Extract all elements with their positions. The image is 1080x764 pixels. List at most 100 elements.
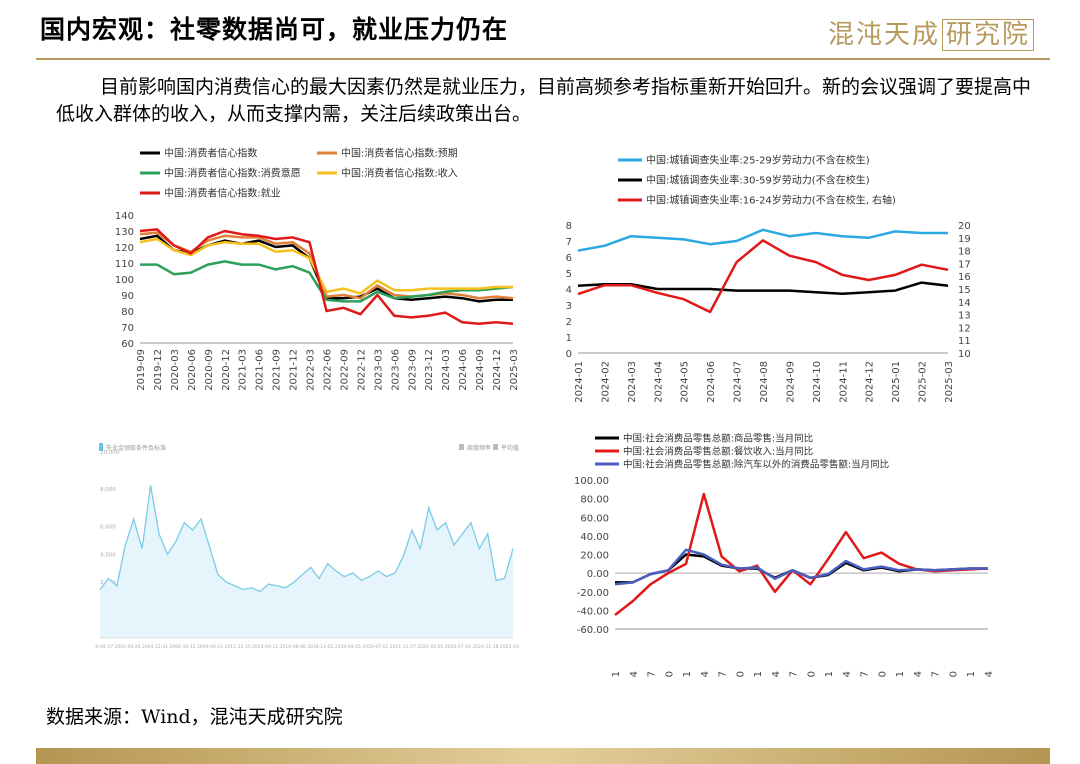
legend-label: 中国:消费者信心指数:预期 [341, 147, 458, 160]
x-tick-label: 2024-08 [759, 361, 770, 403]
x-tick-label: 2022-07 [789, 671, 800, 678]
x-tick-label: 2016-08-08 [280, 644, 306, 650]
x-tick-label: 2020-03 [170, 349, 181, 390]
x-tick-label: 2024-03 [627, 361, 638, 403]
x-tick-label: 2023-09 [407, 349, 418, 390]
page-title: 国内宏观：社零数据尚可，就业压力仍在 [40, 15, 509, 44]
x-tick-label: 2024-04 [913, 671, 924, 678]
y-tick-label: 10,000 [100, 450, 120, 456]
series-line [614, 492, 989, 616]
x-tick-label: 2021-11-27 [390, 644, 416, 650]
series-line [139, 237, 513, 295]
x-tick-label: 2022-06 [323, 349, 334, 390]
x-tick-label: 2021-06 [255, 349, 266, 390]
x-tick-label: 2023-10 [877, 671, 888, 678]
legend-label: 中国:消费者信心指数:消费意愿 [164, 167, 301, 180]
y-tick-label: -20.00 [577, 588, 609, 599]
x-tick-label: 2025-03 [944, 361, 955, 403]
x-tick-label: 2025-01 [966, 671, 977, 678]
legend-label: 中国:消费者信心指数:收入 [341, 167, 458, 180]
legend-label: 中国:消费者信心指数 [164, 147, 257, 160]
x-tick-label: 2024-10 [948, 671, 959, 678]
y-tick-label: 0 [566, 349, 572, 360]
x-tick-label: 2024-03 [441, 349, 452, 390]
x-tick-label: 2021-04 [700, 671, 711, 678]
x-tick-label: 2023-06 [390, 349, 401, 390]
x-tick-label: 2020-06 [187, 349, 198, 390]
x-tick-label: 2025-03-19 [500, 644, 520, 650]
y-tick-label: 40.00 [580, 532, 609, 543]
legend-swatch [459, 444, 464, 450]
x-tick-label: 2024-12 [492, 349, 503, 390]
x-tick-label: 2024-10 [812, 361, 823, 403]
y2-tick-label: 18 [958, 247, 971, 258]
x-tick-label: 2023-07 [860, 671, 871, 678]
x-tick-label: 2021-01 [682, 671, 693, 678]
y-tick-label: 4,500 [100, 552, 116, 558]
series-line [99, 485, 514, 593]
x-tick-label: 2020-04 [629, 671, 640, 678]
retail-sales-chart: 中国:社会消费品零售总额:商品零售:当月同比中国:社会消费品零售总额:餐饮收入:… [574, 433, 995, 679]
x-tick-label: 2024-12 [865, 361, 876, 403]
y2-tick-label: 12 [958, 323, 971, 334]
y2-tick-label: 20 [958, 221, 971, 232]
x-tick-label: 2022-01 [753, 671, 764, 678]
series-line [577, 281, 949, 296]
y-tick-label: 140 [115, 211, 134, 222]
x-tick-label: 2022-03 [306, 349, 317, 390]
x-tick-label: 2024-09 [475, 349, 486, 390]
data-source: 数据来源：Wind，混沌天成研究院 [46, 706, 343, 728]
x-tick-label: 2023-12 [424, 349, 435, 390]
y-tick-label: -40.00 [577, 606, 609, 617]
unemployment-benefit-chart: 失业金领取条件及标准周度频率平均值1,5003,0004,5006,0008,0… [95, 443, 520, 650]
logo-boxed-text: 研究院 [942, 19, 1035, 51]
logo-text: 混沌天成 [828, 20, 941, 50]
x-tick-label: 2020-12 [221, 349, 232, 390]
x-tick-label: 2024-11-18 [472, 644, 498, 650]
x-tick-label: 2019-04-05 [335, 644, 361, 650]
y-tick-label: -60.00 [577, 625, 609, 636]
header-divider [36, 58, 1050, 60]
y2-tick-label: 16 [958, 272, 971, 283]
y-tick-label: 0.00 [587, 569, 609, 580]
x-tick-label: 2021-03 [238, 349, 249, 390]
x-tick-label: 2009-04-11 [197, 644, 223, 650]
legend-label: 中国:社会消费品零售总额:商品零售:当月同比 [623, 433, 813, 445]
y-tick-label: 6,000 [100, 524, 116, 530]
x-tick-label: 2023-01 [824, 671, 835, 678]
x-tick-label: 2024-07 [733, 361, 744, 403]
legend-label: 平均值 [501, 444, 519, 452]
x-tick-label: 2025-02 [918, 361, 929, 403]
x-tick-label: 2024-01 [895, 671, 906, 678]
y2-tick-label: 10 [958, 349, 971, 360]
x-tick-label: 2021-10 [735, 671, 746, 678]
y-tick-label: 7 [566, 237, 572, 248]
x-tick-label: 2011-12-15 [225, 644, 251, 650]
x-tick-label: 2006-10-15 [170, 644, 196, 650]
x-tick-label: 2002-04-24 [114, 644, 140, 650]
x-tick-label: 2024-06 [458, 349, 469, 390]
series-line [139, 228, 514, 326]
y-tick-label: 8 [566, 221, 572, 232]
y2-tick-label: 14 [958, 298, 971, 309]
x-tick-label: 2024-11 [838, 361, 849, 403]
y-tick-label: 20.00 [580, 551, 609, 562]
legend-label: 中国:社会消费品零售总额:餐饮收入:当月同比 [623, 446, 813, 458]
x-tick-label: 2021-09 [272, 349, 283, 390]
footer-bar [36, 748, 1050, 764]
x-tick-label: 2024-07 [931, 671, 942, 678]
y-tick-label: 1 [566, 333, 572, 344]
x-tick-label: 2024-01 [574, 361, 585, 403]
x-tick-label: 2025-01 [891, 361, 902, 403]
legend-label: 中国:城镇调查失业率:16-24岁劳动力(不含在校生, 右轴) [646, 194, 896, 207]
y2-tick-label: 15 [958, 285, 971, 296]
x-tick-label: 2022-04 [771, 671, 782, 678]
x-tick-label: 2000-04-27 [95, 644, 113, 650]
y-tick-label: 4 [566, 285, 572, 296]
y-tick-label: 120 [115, 243, 134, 254]
x-tick-label: 2022-09 [339, 349, 350, 390]
area-fill [100, 485, 513, 638]
y-tick-label: 80 [121, 307, 134, 318]
x-tick-label: 2018-12-02 [307, 644, 333, 650]
